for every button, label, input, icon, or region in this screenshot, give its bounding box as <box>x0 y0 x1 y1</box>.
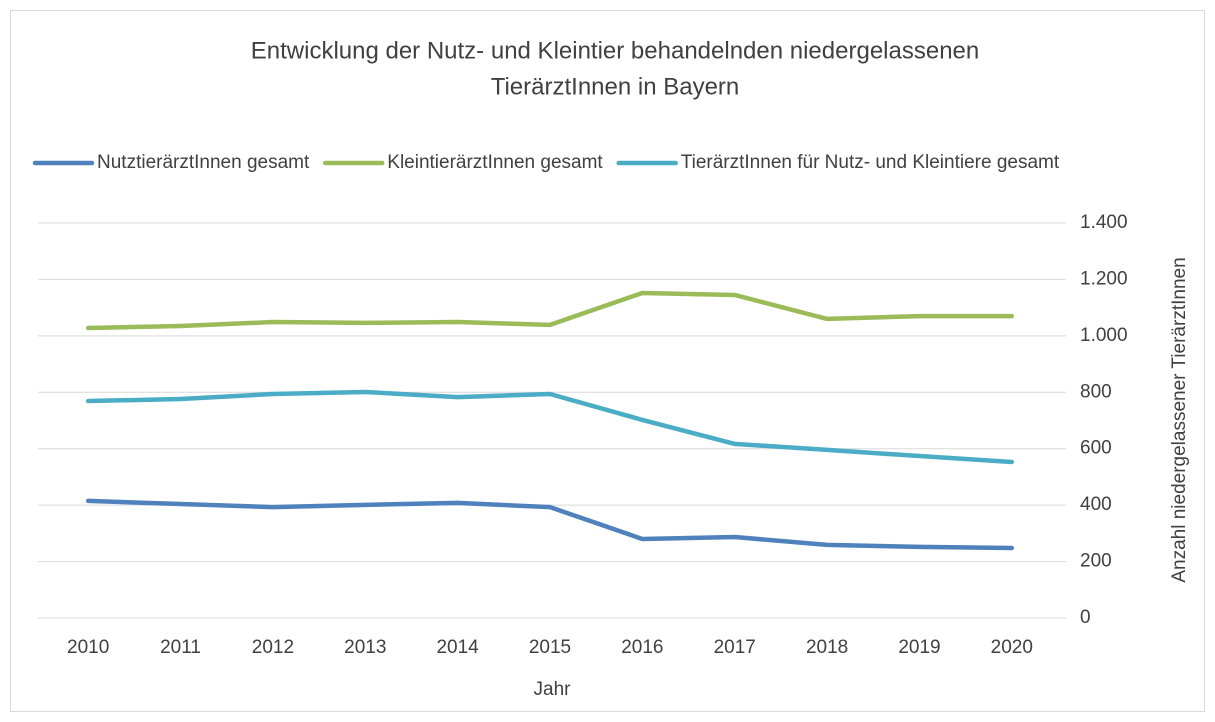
series-line <box>85 498 1015 551</box>
y-tick-label: 1.200 <box>1080 268 1128 289</box>
x-tick-label: 2020 <box>991 637 1033 658</box>
y-tick-label: 1.400 <box>1080 212 1128 233</box>
y-tick-label: 200 <box>1080 551 1112 572</box>
x-tick-label: 2010 <box>67 637 109 658</box>
x-tick-label: 2016 <box>621 637 663 658</box>
x-tick-label: 2017 <box>714 637 756 658</box>
y-tick-label: 800 <box>1080 381 1112 402</box>
legend-label: KleintierärztInnen gesamt <box>387 152 603 173</box>
y-tick-label: 1.000 <box>1080 325 1128 346</box>
legend-label: TierärztInnen für Nutz- und Kleintiere g… <box>681 152 1060 173</box>
y-axis-title: Anzahl niedergelassener TierärztInnen <box>1169 257 1190 582</box>
y-tick-label: 400 <box>1080 494 1112 515</box>
chart-border <box>10 10 1205 712</box>
chart-title: Entwicklung der Nutz- und Kleintier beha… <box>251 37 979 64</box>
x-tick-label: 2012 <box>252 637 294 658</box>
chart-title: TierärztInnen in Bayern <box>491 73 740 100</box>
y-tick-label: 600 <box>1080 438 1112 459</box>
x-tick-label: 2019 <box>898 637 940 658</box>
series-line <box>85 389 1015 465</box>
x-tick-label: 2015 <box>529 637 571 658</box>
legend-label: NutztierärztInnen gesamt <box>97 152 310 173</box>
x-tick-label: 2018 <box>806 637 848 658</box>
x-tick-label: 2011 <box>160 637 201 658</box>
y-tick-label: 0 <box>1080 607 1091 628</box>
x-tick-label: 2013 <box>344 637 386 658</box>
x-axis-title: Jahr <box>534 679 572 700</box>
series-line <box>85 290 1015 331</box>
x-tick-label: 2014 <box>436 637 479 658</box>
